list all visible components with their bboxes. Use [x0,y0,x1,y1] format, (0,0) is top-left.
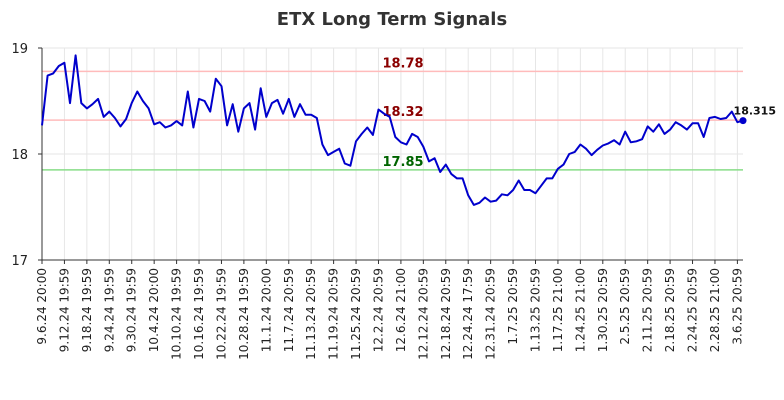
x-tick-label: 9.24.24 19:59 [102,268,116,352]
x-tick-label: 12.24.24 17:59 [461,268,475,360]
x-tick-label: 11.19.24 20:59 [327,268,341,360]
x-tick-label: 11.13.24 20:59 [304,268,318,360]
x-tick-label: 12.18.24 20:59 [439,268,453,360]
x-tick-label: 12.31.24 20:59 [484,268,498,360]
last-value-dot [739,117,747,125]
reference-line-label: 18.32 [382,105,423,120]
x-tick-label: 12.12.24 20:59 [416,268,430,360]
x-tick-label: 10.22.24 19:59 [214,268,228,360]
x-tick-label: 9.18.24 19:59 [80,268,94,352]
last-value-label: 18.315 [734,105,776,118]
x-tick-label: 10.10.24 19:59 [170,268,184,360]
chart-title: ETX Long Term Signals [277,9,507,30]
x-tick-label: 2.28.25 21:00 [708,268,722,352]
reference-lines: 18.78 18.32 17.85 [42,56,743,171]
price-series [41,54,744,206]
x-tick-label: 1.17.25 21:00 [551,268,565,352]
x-tick-label: 12.6.24 21:00 [394,268,408,352]
x-tick-label: 1.30.25 20:59 [596,268,610,352]
x-tick-label: 11.1.24 20:00 [259,268,273,352]
x-tick-label: 9.6.24 20:00 [35,268,49,345]
y-tick-label: 19 [11,42,28,57]
x-tick-label: 11.25.24 20:59 [349,268,363,360]
y-axis-ticks: 17 18 19 [11,42,42,269]
x-tick-label: 11.7.24 20:59 [282,268,296,352]
reference-line-label: 18.78 [382,56,423,71]
x-tick-label: 9.12.24 19:59 [57,268,71,352]
x-axis-ticks: 9.6.24 20:00 9.12.24 19:59 9.18.24 19:59 9.… [35,260,744,360]
x-tick-label: 10.4.24 20:00 [147,268,161,352]
x-tick-label: 10.28.24 19:59 [237,268,251,360]
x-tick-label: 1.13.25 20:59 [529,268,543,352]
grid-lines [41,47,743,261]
series-line [41,54,744,206]
reference-line-label: 17.85 [382,155,423,170]
y-tick-label: 17 [11,254,28,269]
x-tick-label: 10.16.24 19:59 [192,268,206,360]
x-tick-label: 1.24.25 21:00 [573,268,587,352]
x-tick-label: 12.2.24 20:59 [371,268,385,352]
x-tick-label: 9.30.24 19:59 [125,268,139,352]
x-tick-label: 2.24.25 20:59 [686,268,700,352]
x-tick-label: 2.11.25 20:59 [641,268,655,352]
x-tick-label: 3.6.25 20:59 [730,268,744,345]
x-tick-label: 2.18.25 20:59 [663,268,677,352]
last-value-marker: 18.315 [734,105,776,125]
x-tick-label: 2.5.25 20:59 [618,268,632,345]
y-tick-label: 18 [11,148,28,163]
x-tick-label: 1.7.25 20:59 [506,268,520,345]
